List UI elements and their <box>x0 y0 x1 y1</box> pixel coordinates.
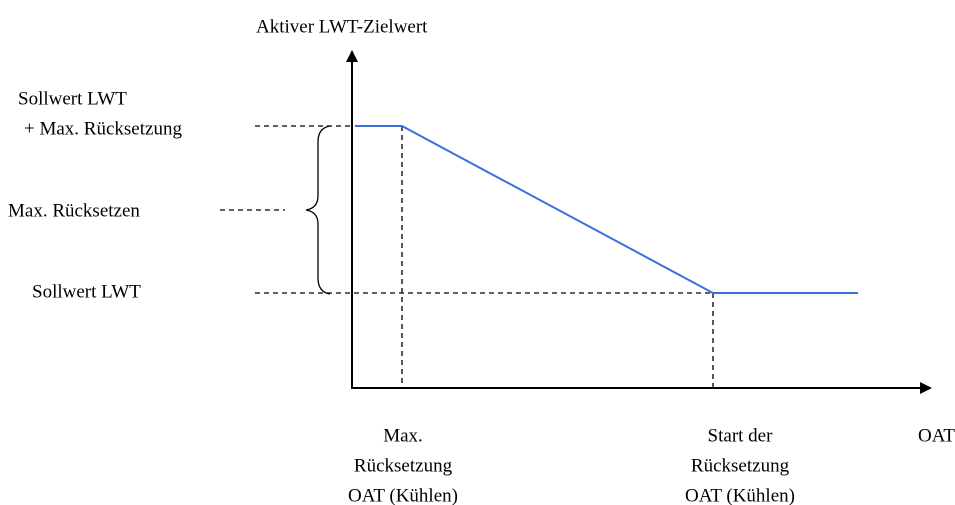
upper-label: Sollwert LWT <box>18 88 127 109</box>
x-point-label: Rücksetzung <box>354 455 453 476</box>
x-axis-label: OAT <box>918 425 955 446</box>
reset-curve <box>355 125 858 294</box>
upper-label: + Max. Rücksetzung <box>24 118 182 139</box>
range-label: Max. Rücksetzen <box>8 200 140 221</box>
x-point-label: OAT (Kühlen) <box>685 485 795 505</box>
x-point-label: Rücksetzung <box>691 455 790 476</box>
x-point-label: Start der <box>708 425 774 446</box>
x-point-label: Max. <box>383 425 423 446</box>
x-point-label: OAT (Kühlen) <box>348 485 458 505</box>
lower-label: Sollwert LWT <box>32 281 141 302</box>
brace <box>305 125 331 295</box>
y-axis-label: Aktiver LWT-Zielwert <box>256 16 428 37</box>
